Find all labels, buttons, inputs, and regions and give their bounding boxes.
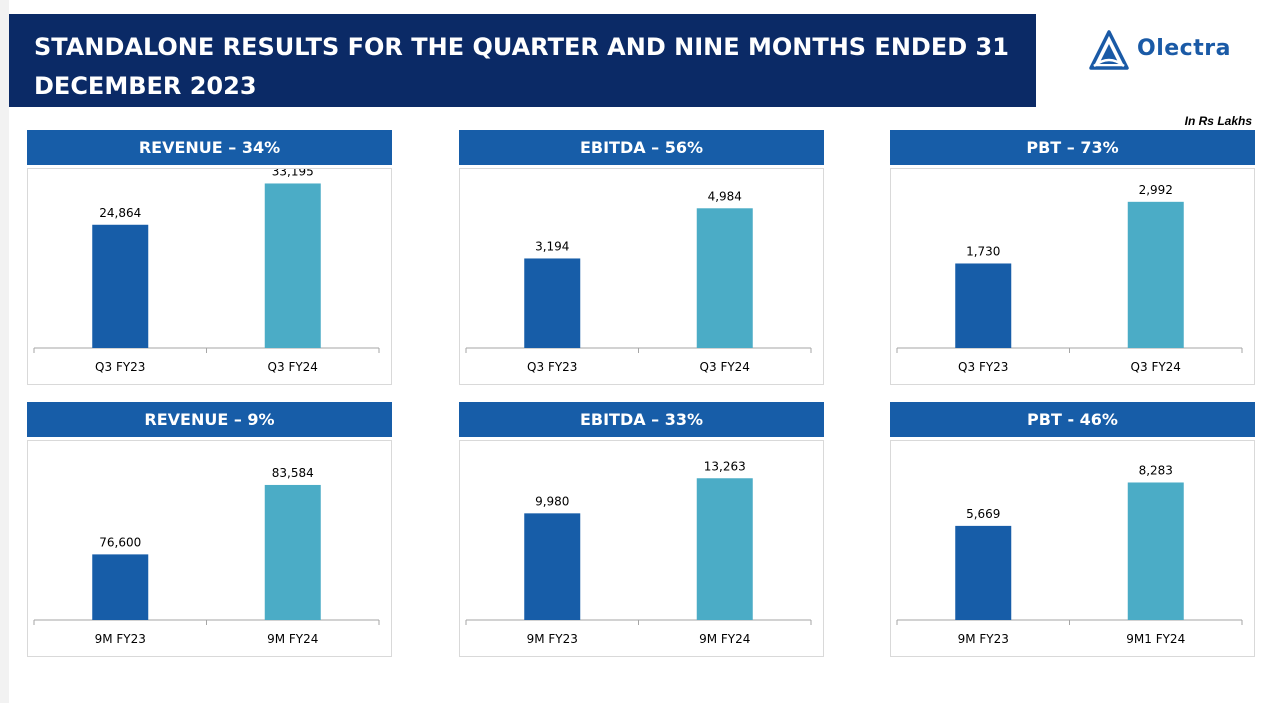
bar-value-label: 76,600 — [99, 535, 141, 549]
category-label: 9M FY24 — [699, 632, 750, 646]
bar-chart-revenue-quarter: 24,864 Q3 FY23 33,195 Q3 FY24 — [33, 169, 380, 374]
brand-logo: Olectra — [1086, 28, 1256, 76]
chart-area: 3,194 Q3 FY23 4,984 Q3 FY24 — [459, 168, 824, 385]
category-label: Q3 FY23 — [958, 360, 1008, 374]
bar-value-label: 5,669 — [966, 507, 1000, 521]
bar — [955, 263, 1012, 348]
units-note: In Rs Lakhs — [1184, 114, 1252, 128]
bar — [264, 484, 321, 620]
bar-chart-revenue-nine-months: 76,600 9M FY23 83,584 9M FY24 — [33, 466, 380, 646]
bar-value-label: 8,283 — [1139, 463, 1173, 477]
bar-value-label: 2,992 — [1139, 183, 1173, 197]
chart-panel-pbt-nine-months: PBT - 46% 5,669 9M FY23 8,283 9M1 FY24 — [890, 402, 1255, 658]
bar — [1127, 201, 1184, 348]
category-label: 9M FY23 — [527, 632, 578, 646]
bar-value-label: 4,984 — [708, 189, 742, 203]
category-label: Q3 FY23 — [527, 360, 577, 374]
chart-area: 1,730 Q3 FY23 2,992 Q3 FY24 — [890, 168, 1255, 385]
bar-chart-pbt-nine-months: 5,669 9M FY23 8,283 9M1 FY24 — [896, 463, 1243, 646]
panel-title: EBITDA – 33% — [459, 402, 824, 437]
category-label: Q3 FY23 — [95, 360, 145, 374]
panel-title: EBITDA – 56% — [459, 130, 824, 165]
chart-area: 9,980 9M FY23 13,263 9M FY24 — [459, 440, 824, 657]
chart-panel-ebitda-quarter: EBITDA – 56% 3,194 Q3 FY23 4,984 Q3 FY24 — [459, 130, 824, 386]
bar — [524, 513, 581, 620]
panel-title: PBT – 73% — [890, 130, 1255, 165]
panel-title: PBT - 46% — [890, 402, 1255, 437]
page-title: STANDALONE RESULTS FOR THE QUARTER AND N… — [34, 33, 1009, 100]
bar — [92, 554, 149, 620]
bar-value-label: 3,194 — [535, 239, 569, 253]
bar — [955, 525, 1012, 620]
category-label: 9M1 FY24 — [1126, 632, 1185, 646]
bar-value-label: 33,195 — [272, 169, 314, 178]
title-banner: STANDALONE RESULTS FOR THE QUARTER AND N… — [9, 14, 1036, 107]
brand-name: Olectra — [1137, 36, 1231, 61]
bar-chart-ebitda-nine-months: 9,980 9M FY23 13,263 9M FY24 — [465, 459, 812, 646]
bar — [696, 208, 753, 348]
chart-panel-revenue-quarter: REVENUE – 34% 24,864 Q3 FY23 33,195 Q3 FY24 — [27, 130, 392, 386]
category-label: Q3 FY24 — [1131, 360, 1181, 374]
bar — [92, 224, 149, 348]
category-label: 9M FY24 — [267, 632, 318, 646]
chart-area: 76,600 9M FY23 83,584 9M FY24 — [27, 440, 392, 657]
bar-value-label: 9,980 — [535, 494, 569, 508]
bar — [696, 478, 753, 620]
chart-area: 5,669 9M FY23 8,283 9M1 FY24 — [890, 440, 1255, 657]
bar-value-label: 24,864 — [99, 206, 141, 220]
chart-area: 24,864 Q3 FY23 33,195 Q3 FY24 — [27, 168, 392, 385]
chart-panel-pbt-quarter: PBT – 73% 1,730 Q3 FY23 2,992 Q3 FY24 — [890, 130, 1255, 386]
category-label: 9M FY23 — [958, 632, 1009, 646]
bar-value-label: 83,584 — [272, 466, 314, 480]
bar-value-label: 1,730 — [966, 244, 1000, 258]
category-label: 9M FY23 — [95, 632, 146, 646]
chart-panel-ebitda-nine-months: EBITDA – 33% 9,980 9M FY23 13,263 9M FY24 — [459, 402, 824, 658]
category-label: Q3 FY24 — [700, 360, 750, 374]
olectra-triangle-icon — [1089, 30, 1129, 70]
bar-chart-pbt-quarter: 1,730 Q3 FY23 2,992 Q3 FY24 — [896, 183, 1243, 374]
bar — [1127, 482, 1184, 620]
bar — [524, 258, 581, 348]
panel-title: REVENUE – 9% — [27, 402, 392, 437]
category-label: Q3 FY24 — [268, 360, 318, 374]
bar — [264, 183, 321, 348]
panel-title: REVENUE – 34% — [27, 130, 392, 165]
bar-value-label: 13,263 — [704, 459, 746, 473]
left-edge-strip — [0, 0, 9, 703]
bar-chart-ebitda-quarter: 3,194 Q3 FY23 4,984 Q3 FY24 — [465, 189, 812, 374]
chart-panel-revenue-nine-months: REVENUE – 9% 76,600 9M FY23 83,584 9M FY24 — [27, 402, 392, 658]
